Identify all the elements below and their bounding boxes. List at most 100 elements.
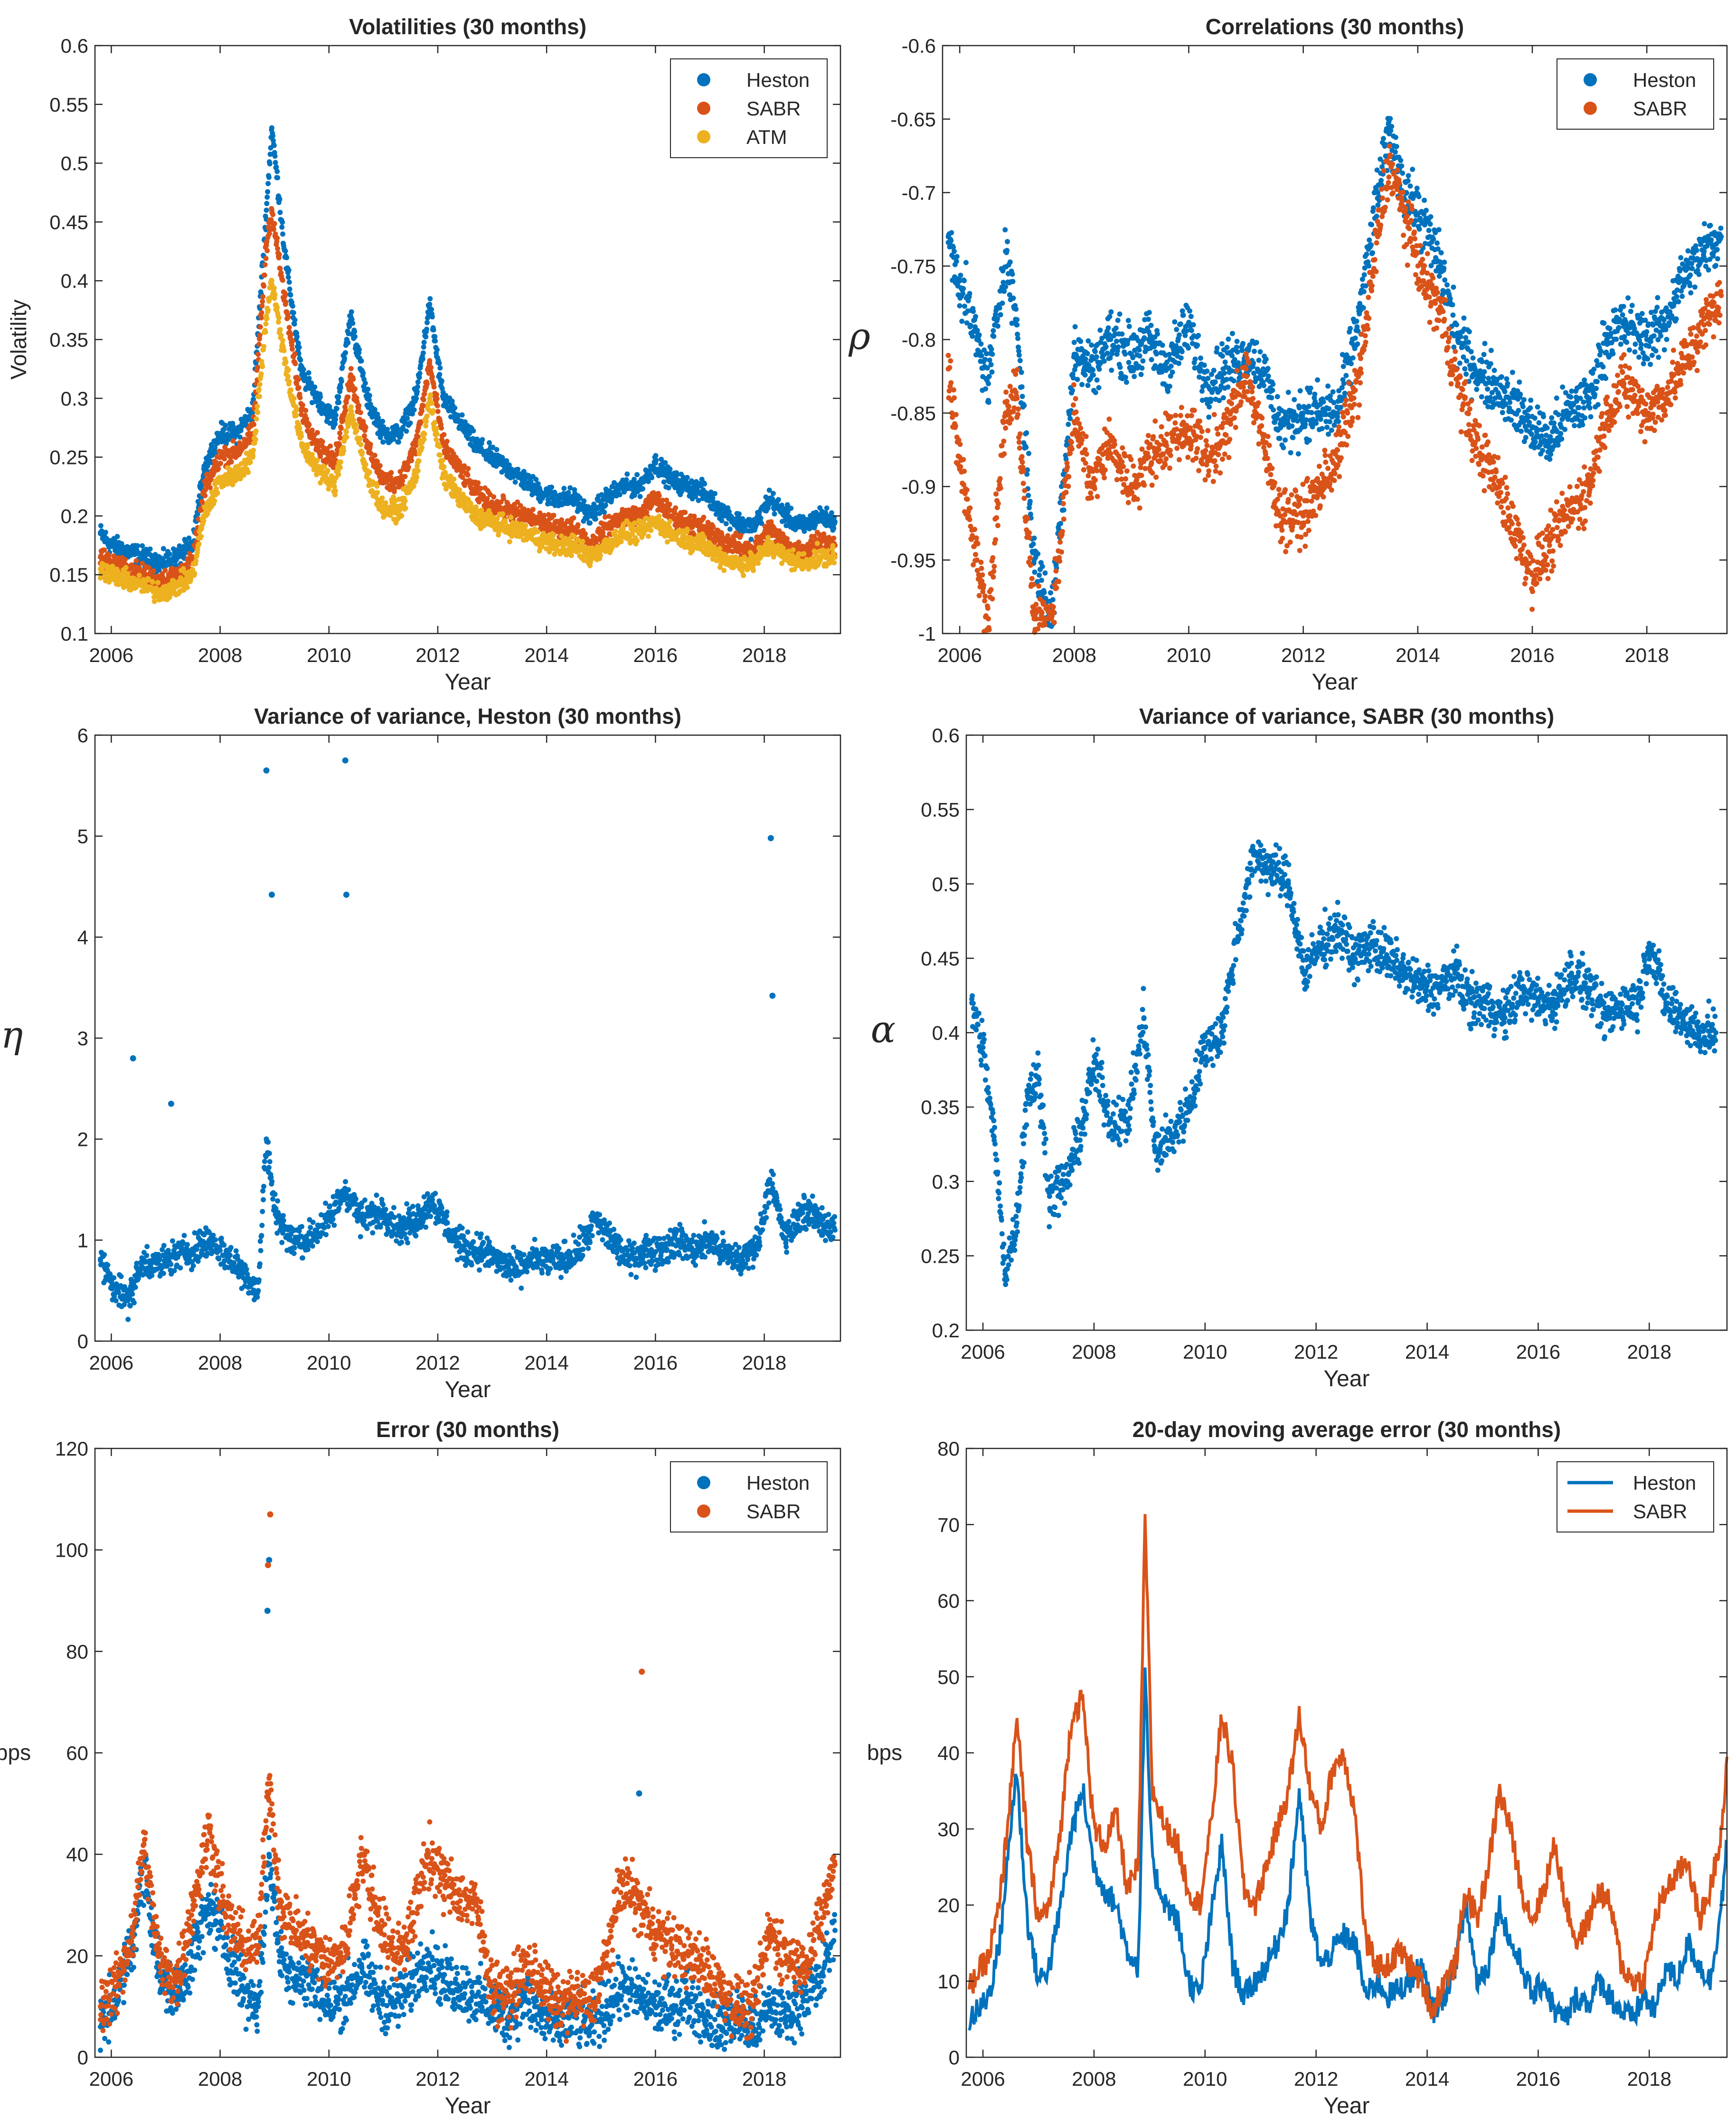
chart-title: Correlations (30 months) — [1206, 14, 1464, 39]
x-tick-label: 2010 — [1167, 644, 1211, 666]
x-tick-label: 2018 — [1624, 644, 1669, 666]
legend-box — [670, 1461, 828, 1532]
chart-ma: 2006 2008 2010 2012 2014 2016 2018 0 10 20 30 40 50 6… — [867, 1417, 1728, 2119]
y-tick-label: 80 — [937, 1438, 960, 1460]
x-tick-label: 2010 — [1183, 2068, 1227, 2090]
x-axis-label: Year — [445, 1377, 491, 1402]
y-tick-label: 0.15 — [49, 564, 88, 586]
x-tick-label: 2012 — [1281, 644, 1325, 666]
data-point — [1358, 366, 1363, 372]
y-tick-label: -0.65 — [890, 108, 936, 131]
x-tick-label: 2016 — [633, 644, 678, 666]
outlier-point — [767, 835, 774, 842]
y-tick-label: 0.3 — [932, 1171, 960, 1193]
outlier-point — [263, 767, 270, 774]
chart-eta: 2006 2008 2010 2012 2014 2016 2018 0 1 2 3 4 5 6 Varia… — [1, 704, 841, 1402]
outlier-point — [130, 1055, 136, 1061]
y-tick-label: 0.1 — [61, 623, 88, 645]
legend-box — [1557, 58, 1714, 130]
outlier-point — [168, 1100, 174, 1107]
legend-label: SABR — [746, 97, 801, 120]
x-tick-label: 2014 — [524, 2068, 568, 2090]
x-tick-label: 2016 — [1516, 2068, 1560, 2090]
y-tick-label: -0.75 — [890, 255, 936, 277]
y-tick-label: 0 — [77, 1330, 88, 1353]
legend-marker — [697, 73, 710, 86]
x-tick-label: 2018 — [742, 1352, 786, 1374]
data-point — [1646, 941, 1652, 946]
y-tick-label: 0.5 — [61, 152, 88, 175]
x-axis-label: Year — [1312, 670, 1358, 695]
y-tick-label: 120 — [55, 1438, 88, 1460]
series-group — [98, 125, 838, 604]
scatter-cloud — [98, 277, 838, 604]
x-tick-label: 2018 — [1627, 2068, 1671, 2090]
x-tick-label: 2008 — [1052, 644, 1096, 666]
legend-label: ATM — [746, 126, 787, 148]
x-tick-label: 2006 — [937, 644, 981, 666]
x-tick-label: 2010 — [307, 644, 351, 666]
y-tick-label: 0.35 — [49, 329, 88, 351]
x-tick-label: 2014 — [1405, 2068, 1449, 2090]
y-tick-label: 5 — [77, 825, 88, 848]
y-tick-label: 40 — [66, 1844, 88, 1866]
legend-label: SABR — [1633, 97, 1687, 120]
chart-alpha: 2006 2008 2010 2012 2014 2016 2018 0.2 0.25 0.3 0.… — [871, 704, 1728, 1391]
x-tick-label: 2006 — [89, 1352, 133, 1374]
scatter-cloud — [98, 1773, 838, 2044]
outlier-point — [264, 1608, 271, 1614]
scatter-cloud — [98, 1835, 838, 2053]
x-tick-label: 2010 — [307, 1352, 351, 1374]
chart-vol: 2006 2008 2010 2012 2014 2016 2018 0.1 0.15 0.2 0.… — [6, 14, 841, 695]
y-axis-label: η — [1, 1014, 23, 1057]
series-group — [969, 839, 1719, 1287]
y-tick-label: 60 — [66, 1742, 88, 1764]
y-tick-label: 0.5 — [932, 873, 960, 895]
legend-label: SABR — [746, 1500, 801, 1523]
y-tick-label: -0.8 — [902, 329, 936, 351]
series-atm — [98, 277, 838, 604]
legend-marker — [1584, 73, 1597, 86]
legend-marker — [697, 1504, 710, 1518]
outlier-point — [342, 757, 349, 764]
x-tick-label: 2018 — [742, 2068, 786, 2090]
series-heston-outliers — [264, 1557, 642, 1797]
y-tick-label: 3 — [77, 1027, 88, 1050]
legend-label: Heston — [1633, 69, 1696, 91]
line-heston — [968, 1667, 1728, 2031]
outlier-point — [267, 1511, 274, 1518]
series-eta — [98, 1136, 838, 1322]
x-tick-label: 2016 — [633, 1352, 678, 1374]
x-tick-label: 2008 — [1072, 1341, 1116, 1363]
legend-label: Heston — [746, 69, 810, 91]
x-tick-label: 2008 — [198, 2068, 242, 2090]
y-tick-label: 100 — [55, 1539, 88, 1561]
y-tick-label: 0.55 — [921, 799, 960, 821]
y-axis-label: bps — [0, 1740, 31, 1765]
legend-label: SABR — [1633, 1500, 1687, 1523]
series-sabr — [945, 143, 1724, 635]
series-heston — [945, 116, 1724, 629]
y-axis-label: ρ — [848, 315, 870, 358]
outlier-point — [636, 1790, 642, 1797]
chart-title: Volatilities (30 months) — [349, 14, 586, 39]
x-axis-label: Year — [445, 670, 491, 695]
series-group — [98, 1511, 838, 2053]
x-tick-label: 2012 — [1294, 2068, 1338, 2090]
y-tick-label: 0.55 — [49, 94, 88, 116]
y-tick-label: 1 — [77, 1229, 88, 1251]
y-tick-label: 50 — [937, 1666, 960, 1688]
x-tick-label: 2006 — [89, 2068, 133, 2090]
chart-err: 2006 2008 2010 2012 2014 2016 2018 0 20 40 60 80 100… — [0, 1417, 841, 2119]
y-tick-label: 0.6 — [932, 724, 960, 747]
y-tick-label: 10 — [937, 1970, 960, 1993]
chart-corr: 2006 2008 2010 2012 2014 2016 2018 -1 -0.95 -0.9 -… — [848, 14, 1728, 695]
series-alpha — [969, 839, 1719, 1287]
y-tick-label: 0.2 — [61, 505, 88, 527]
x-tick-label: 2012 — [415, 644, 460, 666]
y-tick-label: -1 — [918, 623, 936, 645]
outlier-point — [639, 1668, 645, 1675]
y-tick-label: 4 — [77, 926, 88, 948]
y-tick-label: 0 — [949, 2046, 960, 2069]
y-tick-label: 0.3 — [61, 388, 88, 410]
